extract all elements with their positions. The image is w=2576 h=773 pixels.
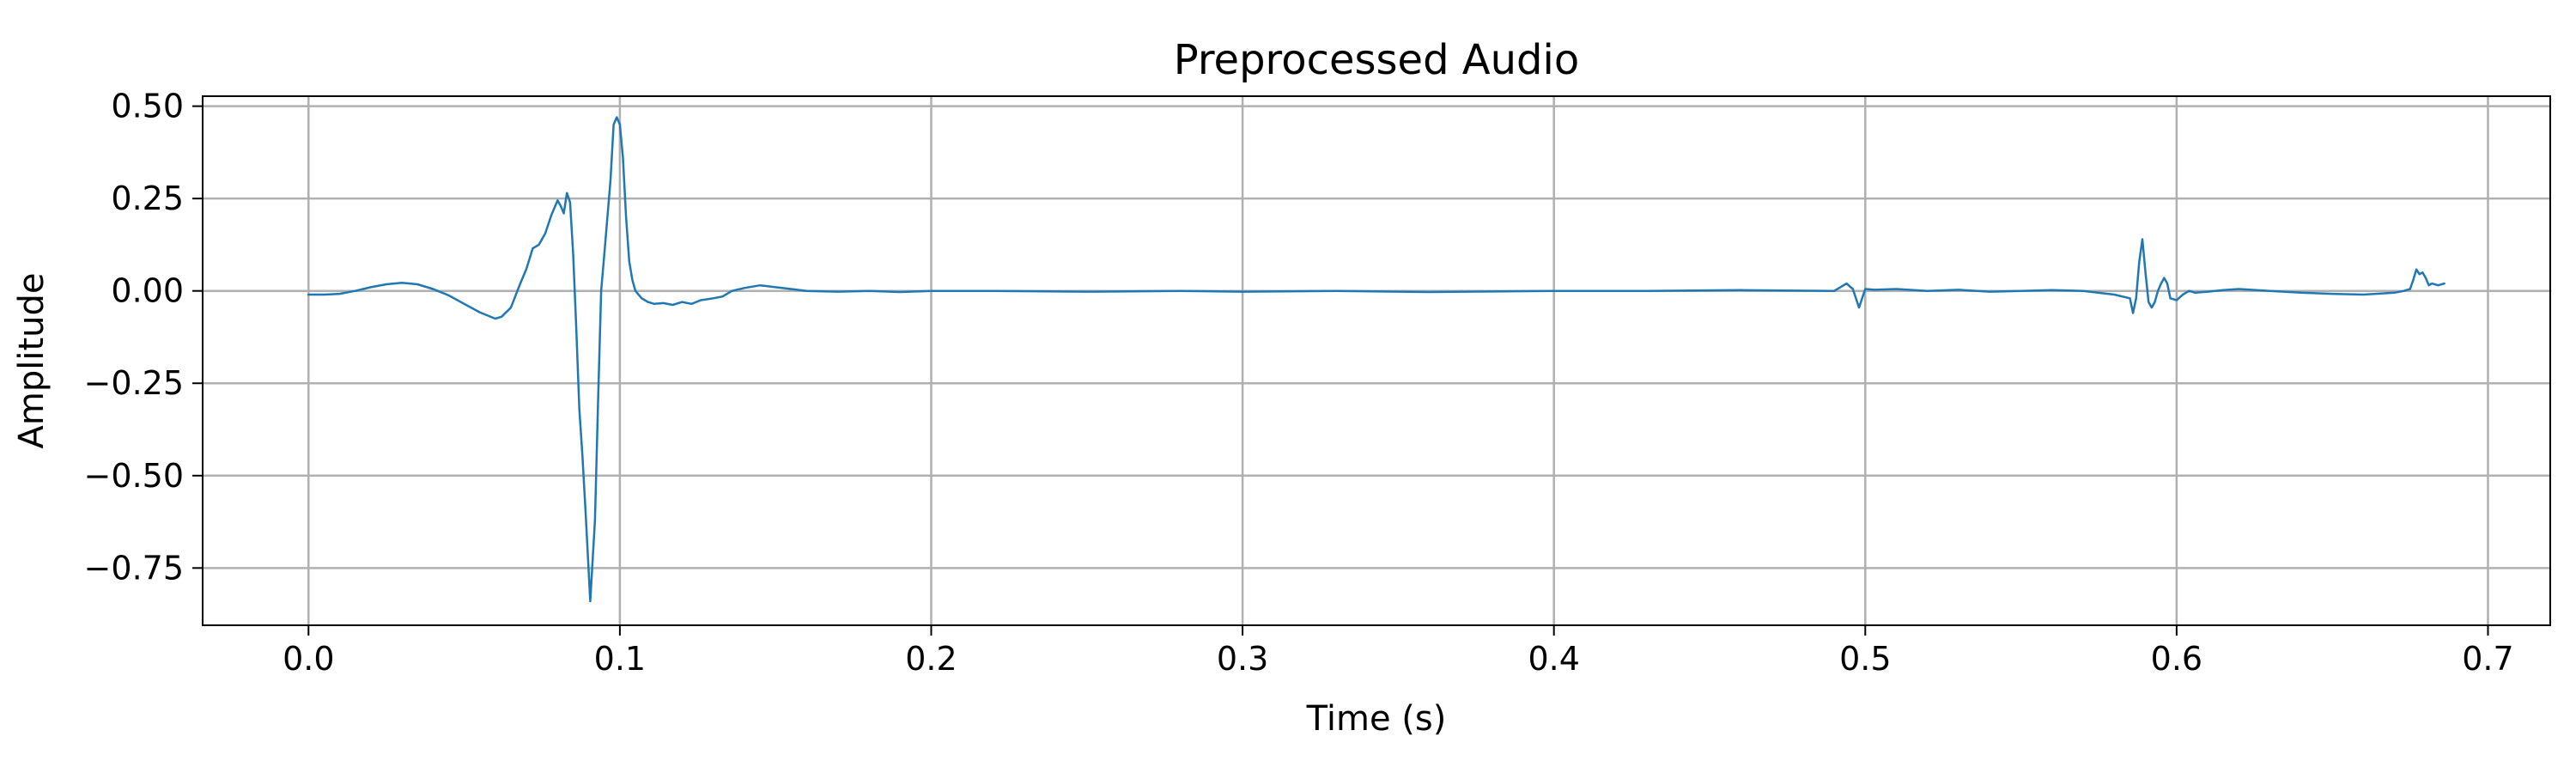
y-tick-label: 0.00 — [111, 272, 184, 310]
waveform-line — [307, 116, 2445, 603]
x-tick-label: 0.1 — [594, 640, 646, 678]
x-tick-label: 0.4 — [1528, 640, 1579, 678]
y-axis-label: Amplitude — [12, 273, 52, 449]
y-tick-label: −0.25 — [84, 364, 184, 402]
x-tick-label: 0.5 — [1839, 640, 1891, 678]
series — [307, 116, 2445, 603]
y-tick-label: 0.50 — [111, 88, 184, 125]
axis-ticks: 0.0 0.1 0.2 0.3 0.4 0.5 0.6 0.7 0.50 0.25 0.00 −0.2… — [84, 88, 2514, 678]
y-tick-label: −0.75 — [84, 549, 184, 587]
y-tick-label: −0.50 — [84, 457, 184, 495]
x-tick-label: 0.0 — [283, 640, 334, 678]
x-axis-label: Time (s) — [1306, 699, 1447, 739]
y-tick-label: 0.25 — [111, 180, 184, 217]
x-tick-label: 0.6 — [2151, 640, 2202, 678]
x-tick-label: 0.7 — [2462, 640, 2513, 678]
x-tick-label: 0.2 — [905, 640, 957, 678]
x-tick-label: 0.3 — [1217, 640, 1268, 678]
chart-title: Preprocessed Audio — [1174, 36, 1579, 84]
plot-frame — [202, 95, 2551, 626]
plot-area — [203, 96, 2550, 625]
